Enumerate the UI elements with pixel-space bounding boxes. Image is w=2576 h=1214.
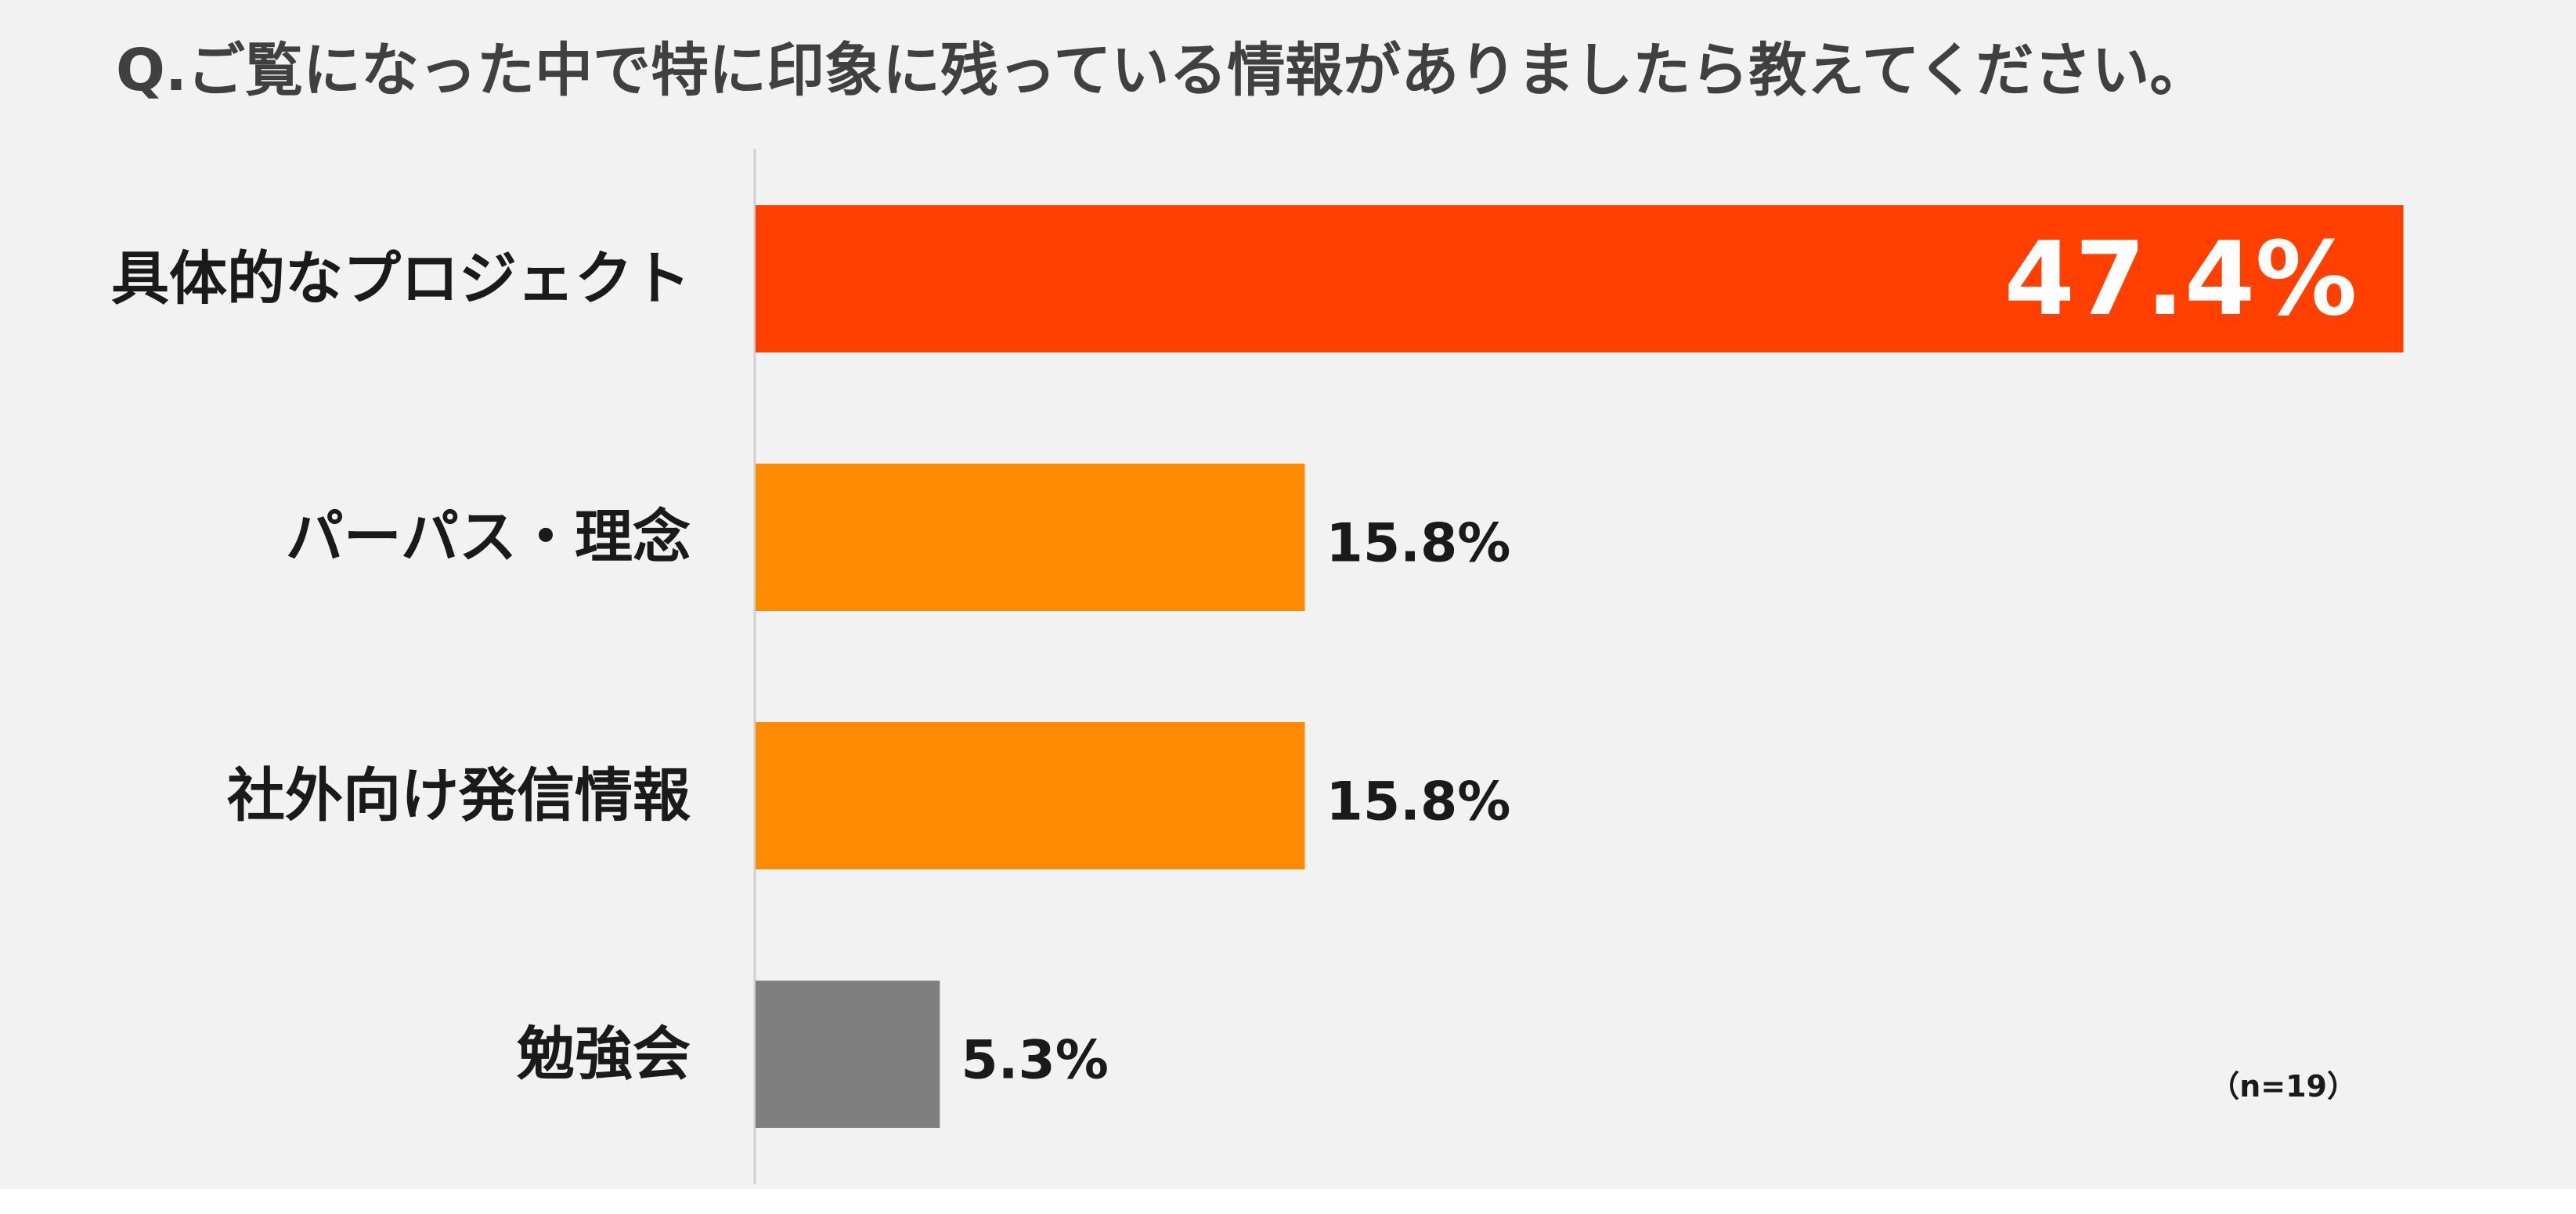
value-label-3: 15.8% bbox=[1326, 771, 1511, 833]
bar-2 bbox=[756, 464, 1305, 611]
sample-size-note: （n=19） bbox=[2210, 1069, 2357, 1104]
category-label-3: 社外向け発信情報 bbox=[227, 762, 691, 829]
bar-3 bbox=[756, 722, 1305, 869]
chart-title: Q.ご覧になった中で特に印象に残っている情報がありましたら教えてください。 bbox=[116, 37, 2208, 104]
category-label-1: 具体的なプロジェクト bbox=[111, 245, 691, 313]
bar-1 bbox=[756, 205, 2404, 352]
category-label-4: 勉強会 bbox=[517, 1021, 691, 1088]
category-label-2: パーパス・理念 bbox=[286, 504, 691, 571]
value-label-1: 47.4% bbox=[2004, 219, 2358, 338]
value-label-2: 15.8% bbox=[1326, 513, 1511, 575]
value-label-4: 5.3% bbox=[961, 1030, 1109, 1092]
bar-4 bbox=[756, 981, 940, 1128]
